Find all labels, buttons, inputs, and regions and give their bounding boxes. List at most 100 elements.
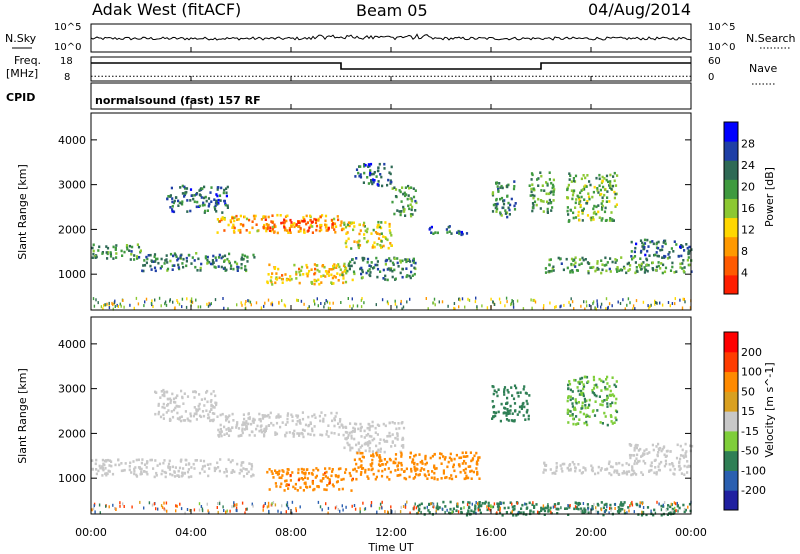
noise-cell [155,507,157,511]
echo-cell [99,466,102,470]
echo-cell [542,471,545,474]
echo-cell [361,268,364,272]
echo-cell [606,196,609,199]
echo-cell [585,420,588,424]
echo-cell [193,467,196,470]
echo-cell [274,225,277,228]
echo-cell [526,402,529,406]
echo-cell [159,415,163,419]
echo-cell [590,218,593,222]
echo-cell [275,485,278,488]
echo-cell [669,450,672,453]
echo-cell [436,231,439,235]
echo-cell [591,195,594,199]
echo-cell [299,486,302,489]
echo-cell [358,458,361,461]
echo-cell [631,473,634,476]
echo-cell [336,215,339,218]
echo-cell [353,225,356,228]
echo-cell [415,467,418,470]
noise-cell [674,297,676,301]
echo-cell [172,397,176,401]
echo-cell [193,406,196,409]
echo-cell [608,385,611,388]
echo-cell [571,405,574,408]
echo-cell [166,261,169,264]
echo-cell [345,271,348,275]
echo-cell [303,219,306,223]
echo-cell [342,281,345,285]
noise-cell [327,506,330,510]
colorbar-tick-label: 8 [741,245,748,258]
echo-cell [535,203,538,207]
echo-cell [612,219,615,222]
noise-cell [420,510,422,514]
echo-cell [536,178,539,181]
echo-cell [328,467,331,470]
echo-cell [616,266,619,269]
echo-cell [287,487,290,490]
noise-cell [95,298,97,302]
echo-cell [404,477,408,481]
echo-cell [208,467,211,470]
echo-cell [569,269,572,273]
echo-cell [550,181,553,185]
noise-cell [559,305,561,309]
echo-cell [506,396,509,400]
echo-cell [578,393,581,396]
echo-cell [146,460,149,463]
echo-cell [635,242,638,246]
echo-cell [180,389,183,393]
echo-cell [318,229,321,233]
echo-cell [172,408,176,412]
echo-cell [401,186,404,189]
noise-cell [245,300,247,303]
echo-cell [149,458,152,462]
echo-cell [220,256,223,260]
echo-cell [607,180,610,184]
echo-cell [467,509,470,512]
noise-cell [240,301,242,305]
echo-cell [153,266,157,270]
echo-cell [344,471,347,474]
echo-cell [681,262,684,265]
noise-cell [280,511,282,515]
noise-cell [477,508,480,512]
echo-cell [318,270,321,273]
echo-cell [277,413,280,416]
echo-cell [646,269,649,273]
echo-cell [596,260,599,263]
echo-cell [458,232,461,235]
echo-cell [660,460,663,464]
echo-cell [319,433,322,437]
noise-cell [401,307,403,311]
echo-cell [174,406,177,410]
echo-cell [214,208,217,211]
echo-cell [541,507,544,511]
echo-cell [204,255,207,258]
noise-cell [176,299,178,302]
echo-cell [369,171,372,175]
echo-cell [614,184,618,187]
echo-cell [609,184,612,188]
noise-cell [608,302,611,306]
noise-cell [468,298,471,302]
noise-cell [415,506,418,510]
echo-cell [359,446,362,449]
noise-cell [414,502,416,506]
echo-cell [635,457,638,460]
nsky-tick-low-right: 10^0 [708,42,735,53]
echo-cell [638,263,641,267]
echo-cell [192,462,195,466]
noise-cell [379,502,382,506]
echo-cell [275,416,278,419]
echo-cell [383,468,387,471]
echo-cell [630,473,633,477]
echo-cell [578,469,581,472]
echo-cell [247,417,250,420]
noise-cell [444,510,446,514]
echo-cell [680,244,683,247]
echo-cell [189,414,192,418]
echo-cell [400,463,403,467]
noise-cell [600,305,602,309]
